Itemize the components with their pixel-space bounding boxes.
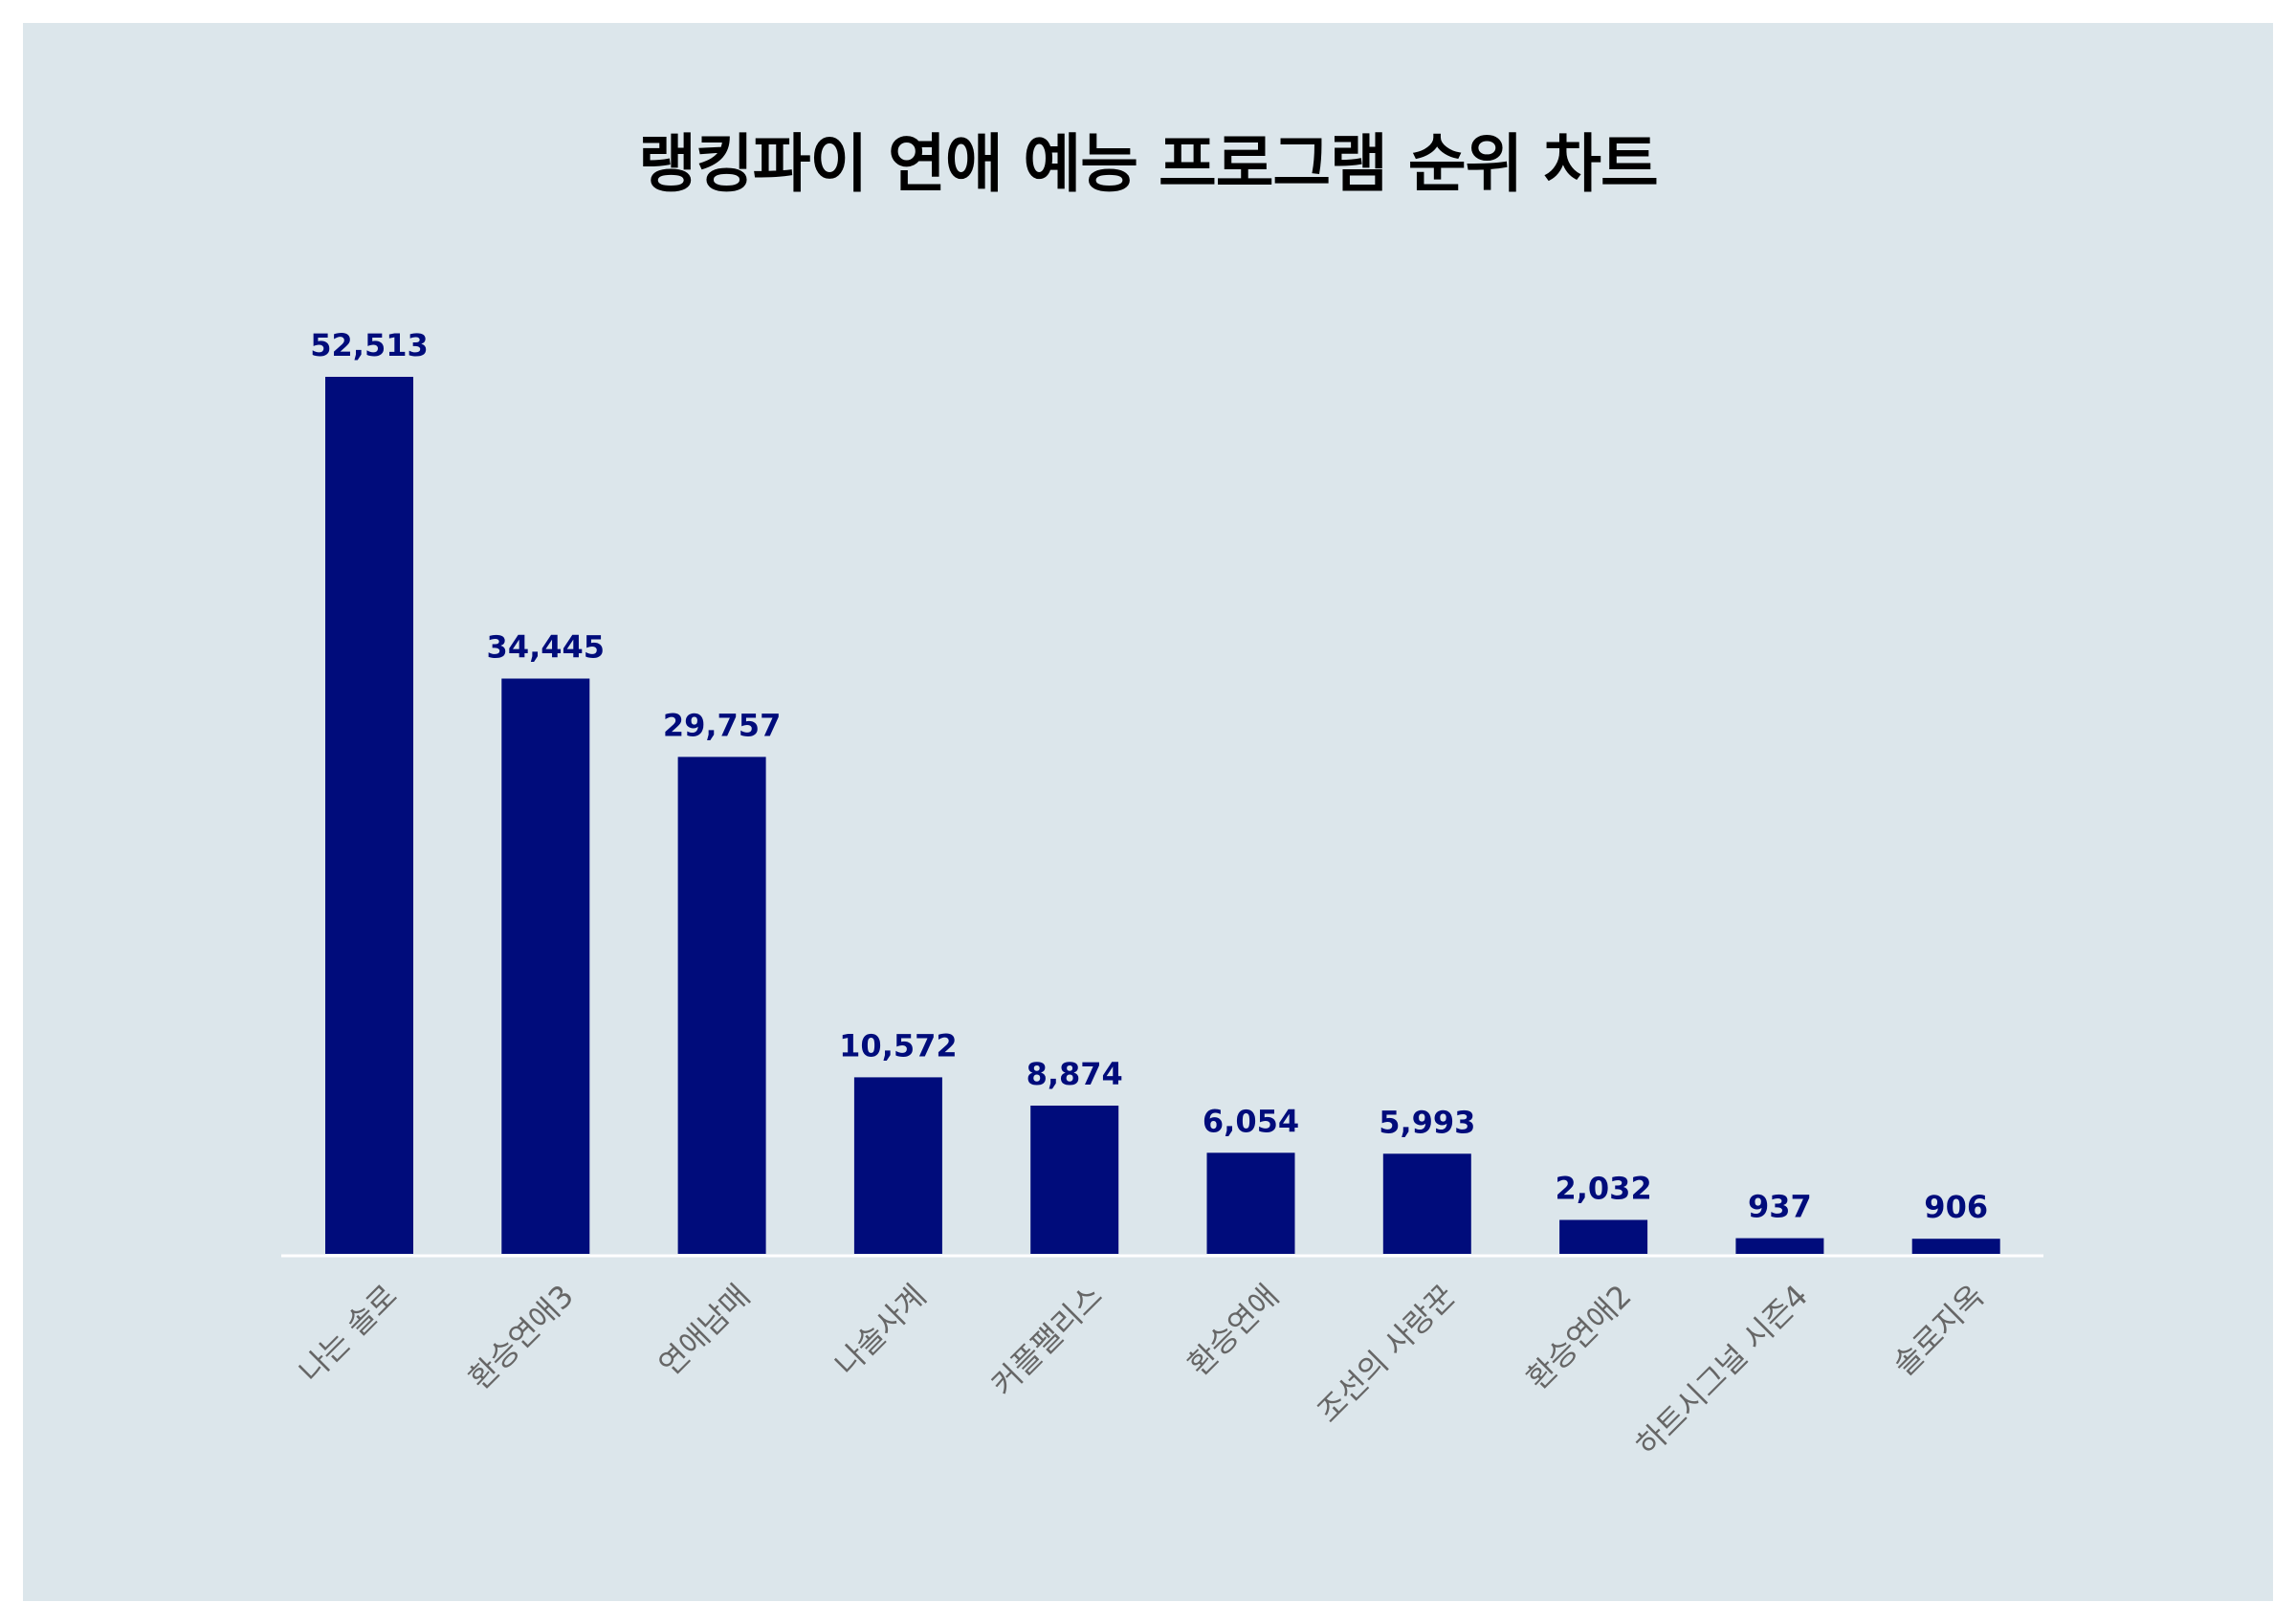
bar-3 <box>677 757 766 1254</box>
x-tick-label-8: 환승연애2 <box>1519 1278 1639 1397</box>
x-tick-label-1: 나는 솔로 <box>292 1278 404 1390</box>
tick-labels-group: 나는 솔로 환승연애3 연애남매 나솔사계 커플팰리스 환승연애 조선의 사랑꾼 환승연애2하… <box>292 1278 1991 1463</box>
bars-group <box>325 377 2000 1254</box>
x-tick-label-5: 커플팰리스 <box>984 1278 1110 1403</box>
value-label-6: 6,054 <box>1203 1103 1299 1139</box>
value-label-4: 10,572 <box>839 1027 957 1064</box>
bar-4 <box>853 1077 942 1254</box>
value-labels-group: 52,513 34,445 29,757 10,572 8,874 6,054 5,993 2… <box>310 327 1988 1225</box>
bar-8 <box>1559 1219 1648 1254</box>
x-tick-label-4: 나솔사계 <box>828 1278 933 1383</box>
value-label-7: 5,993 <box>1379 1104 1475 1140</box>
bar-5 <box>1030 1106 1119 1254</box>
x-tick-label-10: 솔로지옥 <box>1886 1278 1991 1383</box>
x-tick-label-7: 조선의 사랑꾼 <box>1310 1278 1462 1430</box>
x-tick-label-6: 환승연애 <box>1181 1278 1286 1383</box>
value-label-2: 34,445 <box>487 629 605 666</box>
x-tick-label-9: 하트시그널 시즌4 <box>1629 1278 1815 1463</box>
value-label-3: 29,757 <box>663 707 781 743</box>
value-label-5: 8,874 <box>1027 1056 1123 1092</box>
value-label-10: 906 <box>1924 1189 1988 1225</box>
value-label-1: 52,513 <box>310 327 428 363</box>
bar-6 <box>1206 1152 1295 1254</box>
chart-title: 랭킹파이 연애 예능 프로그램 순위 차트 <box>638 127 1658 201</box>
value-label-8: 2,032 <box>1555 1171 1651 1207</box>
x-tick-label-2: 환승연애3 <box>461 1278 581 1397</box>
bar-2 <box>501 678 590 1254</box>
x-tick-label-3: 연애남매 <box>651 1278 757 1383</box>
bar-10 <box>1911 1239 2000 1254</box>
bar-1 <box>325 377 413 1254</box>
bar-9 <box>1735 1238 1824 1254</box>
value-label-9: 937 <box>1748 1189 1812 1225</box>
bar-7 <box>1382 1153 1471 1254</box>
